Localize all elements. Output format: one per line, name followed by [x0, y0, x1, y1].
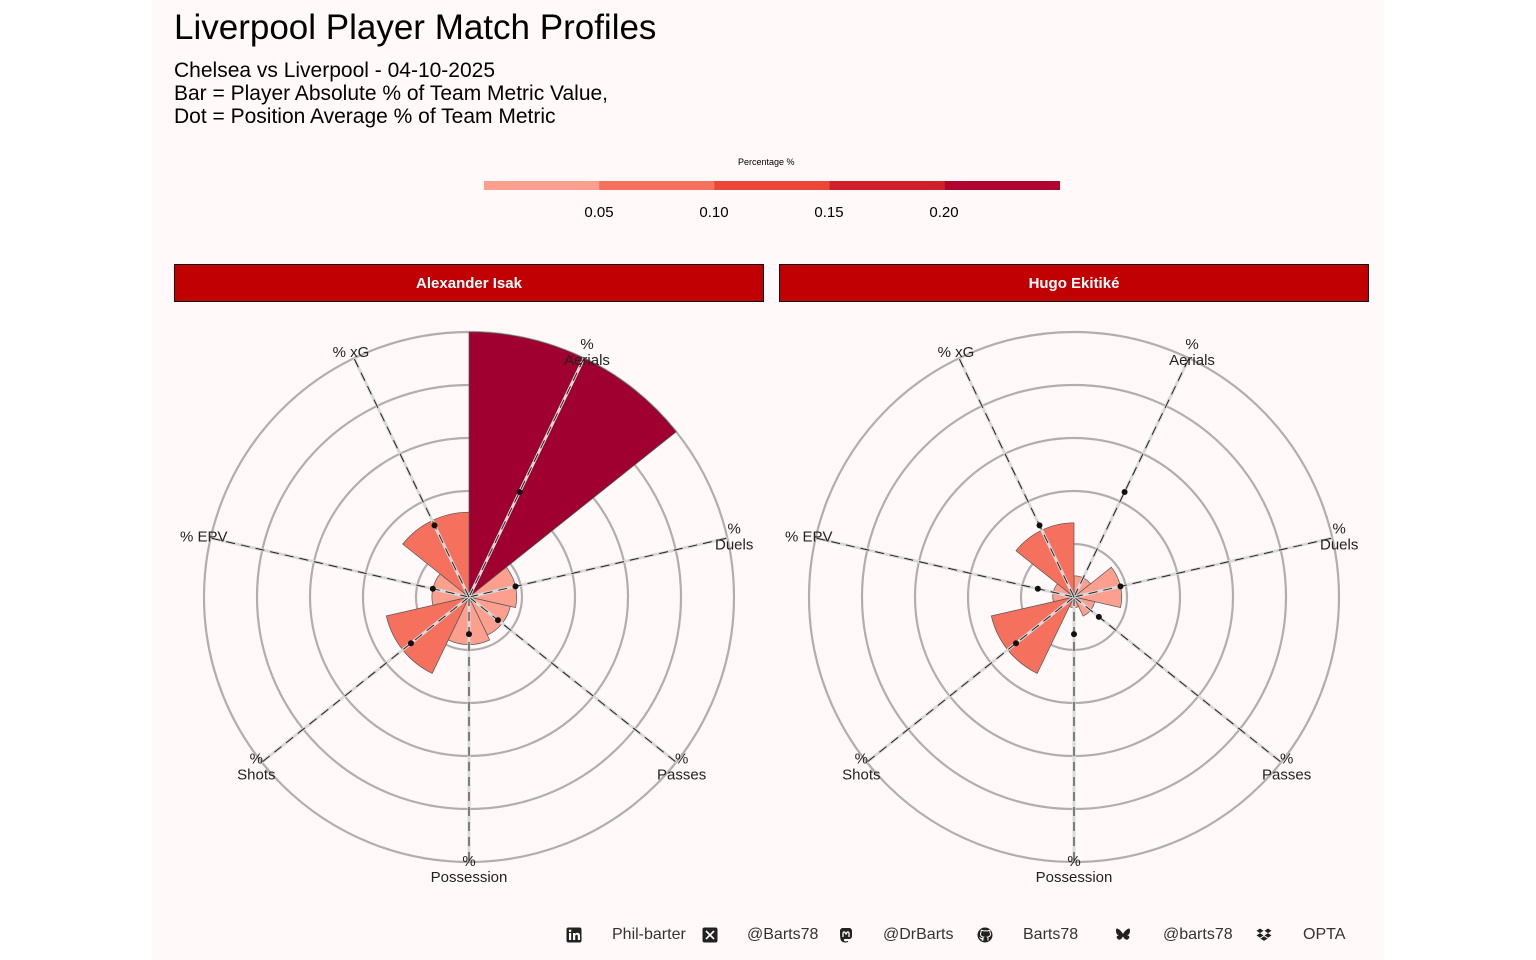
- polar-chart-0: % Aerials% Duels% Passes% Possession% Shots% …: [180, 330, 753, 886]
- axis-label-line: %: [462, 853, 475, 870]
- axis-label-line: %: [728, 520, 741, 537]
- dropbox-icon: [1256, 928, 1272, 941]
- position-average-dot: [495, 617, 502, 624]
- axis-label: % Possession: [431, 853, 508, 886]
- legend-color-step: [599, 181, 715, 190]
- axis-label-line: %: [250, 751, 263, 768]
- legend-tick-label: 0.15: [814, 204, 844, 221]
- axis-label-line: Possession: [431, 869, 508, 886]
- position-average-dot: [407, 640, 414, 647]
- linkedin-icon: [566, 927, 582, 943]
- axis-label-line: % xG: [938, 344, 975, 361]
- footer-text: OPTA: [1303, 926, 1346, 943]
- position-average-dot: [1012, 640, 1019, 647]
- axis-label: % Passes: [657, 751, 706, 784]
- position-average-dot: [1117, 583, 1124, 590]
- axis-label: % xG: [333, 344, 370, 361]
- github-icon: [977, 927, 993, 943]
- axis-label: % Passes: [1262, 751, 1311, 784]
- axis-label-line: Shots: [237, 767, 275, 784]
- axis-label: % xG: [938, 344, 975, 361]
- axis-label-line: %: [1333, 520, 1346, 537]
- axis-label: % Duels: [1320, 520, 1358, 553]
- axis-label: % Shots: [842, 751, 880, 784]
- axis-label-line: Duels: [1320, 536, 1358, 553]
- position-average-dot: [516, 488, 523, 495]
- legend-color-step: [714, 181, 830, 190]
- axis-label-line: %: [1185, 336, 1198, 353]
- axis-spoke: [210, 536, 470, 599]
- facet-strip-ekitike: Hugo Ekitiké: [779, 264, 1369, 302]
- footer-text: @Barts78: [747, 926, 819, 943]
- axis-spoke: [865, 595, 1075, 764]
- axis-label-line: % EPV: [180, 528, 228, 545]
- position-average-dot: [1071, 631, 1077, 638]
- subtitle-line-3: Dot = Position Average % of Team Metric: [174, 105, 556, 128]
- axis-spoke: [260, 595, 470, 764]
- axis-label: % Duels: [715, 520, 753, 553]
- bluesky-icon: [1116, 928, 1130, 940]
- position-average-dot: [1034, 585, 1041, 592]
- facet-strip-isak: Alexander Isak: [174, 264, 764, 302]
- subtitle-line-2: Bar = Player Absolute % of Team Metric V…: [174, 82, 609, 105]
- legend-title: Percentage %: [738, 157, 795, 167]
- axis-spoke: [815, 536, 1075, 599]
- axis-label-line: Passes: [657, 767, 706, 784]
- axis-label-line: Aerials: [1169, 352, 1215, 369]
- legend-color-step: [944, 181, 1060, 190]
- footer-text: Barts78: [1023, 926, 1079, 943]
- x-twitter-icon: [702, 927, 718, 943]
- axis-label-line: %: [580, 336, 593, 353]
- axis-spoke: [468, 595, 678, 764]
- mastodon-icon: [840, 928, 852, 943]
- legend-tick-label: 0.20: [929, 204, 959, 221]
- position-average-dot: [429, 585, 436, 592]
- axis-label: % Aerials: [1169, 336, 1215, 369]
- legend-color-step: [829, 181, 946, 190]
- axis-spoke: [352, 357, 471, 598]
- axis-label-line: Shots: [842, 767, 880, 784]
- axis-spoke: [1073, 536, 1333, 599]
- chart-title: Liverpool Player Match Profiles: [174, 8, 657, 47]
- legend-tick-label: 0.05: [584, 204, 614, 221]
- axis-label: % Shots: [237, 751, 275, 784]
- axis-label-line: % xG: [333, 344, 370, 361]
- axis-label-line: Passes: [1262, 767, 1311, 784]
- axis-label-line: Duels: [715, 536, 753, 553]
- position-average-dot: [1036, 522, 1043, 529]
- axis-spoke: [1072, 357, 1191, 598]
- plot-background: [152, 0, 1384, 960]
- legend-tick-label: 0.10: [699, 204, 729, 221]
- axis-label-line: %: [675, 751, 688, 768]
- axis-spoke: [957, 357, 1076, 598]
- axis-label: % EPV: [785, 528, 833, 545]
- footer-text: @barts78: [1163, 926, 1233, 943]
- axis-label: % Aerials: [564, 336, 610, 369]
- legend-color-step: [484, 181, 600, 190]
- axis-spoke: [1073, 595, 1283, 764]
- position-average-dot: [512, 583, 519, 590]
- subtitle-line-1: Chelsea vs Liverpool - 04-10-2025: [174, 59, 496, 82]
- axis-label-line: Aerials: [564, 352, 610, 369]
- position-average-dot: [431, 522, 438, 529]
- axis-label: % EPV: [180, 528, 228, 545]
- footer-text: @DrBarts: [883, 926, 954, 943]
- axis-label-line: %: [855, 751, 868, 768]
- polar-chart-1: % Aerials% Duels% Passes% Possession% Shots% …: [785, 330, 1358, 886]
- axis-label: % Possession: [1036, 853, 1113, 886]
- axis-label-line: Possession: [1036, 869, 1113, 886]
- footer-text: Phil-barter: [612, 926, 686, 943]
- position-average-dot: [466, 631, 472, 638]
- legend-colorbar: [484, 181, 1060, 190]
- axis-spoke: [468, 536, 728, 599]
- axis-spoke: [467, 357, 586, 598]
- axis-label-line: %: [1067, 853, 1080, 870]
- axis-label-line: %: [1280, 751, 1293, 768]
- position-average-dot: [1095, 613, 1102, 620]
- position-average-dot: [1121, 488, 1128, 495]
- axis-label-line: % EPV: [785, 528, 833, 545]
